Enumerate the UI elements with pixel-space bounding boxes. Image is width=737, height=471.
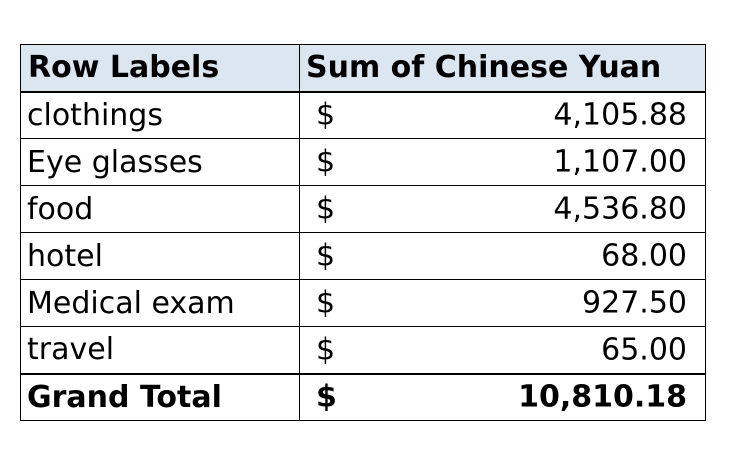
amount-value: 927.50 <box>582 285 687 321</box>
amount-value: 1,107.00 <box>553 144 687 180</box>
currency-symbol: $ <box>316 285 336 321</box>
amount-value: 4,536.80 <box>553 191 687 227</box>
currency-symbol: $ <box>316 332 336 368</box>
table-row: clothings $ 4,105.88 <box>20 91 706 139</box>
row-label-cell[interactable]: travel <box>20 326 300 374</box>
table-row: Eye glasses $ 1,107.00 <box>20 138 706 186</box>
row-label-cell[interactable]: food <box>20 185 300 233</box>
amount-value: 68.00 <box>601 238 687 274</box>
value-cell[interactable]: $ 68.00 <box>299 232 706 280</box>
value-cell[interactable]: $ 4,536.80 <box>299 185 706 233</box>
currency-symbol: $ <box>316 144 336 180</box>
amount-value: 65.00 <box>601 332 687 368</box>
row-label-cell[interactable]: Eye glasses <box>20 138 300 186</box>
grand-total-row: Grand Total $ 10,810.18 <box>20 372 706 421</box>
value-cell[interactable]: $ 65.00 <box>299 326 706 374</box>
value-cell[interactable]: $ 1,107.00 <box>299 138 706 186</box>
header-row: Row Labels Sum of Chinese Yuan <box>20 44 706 93</box>
value-cell[interactable]: $ 927.50 <box>299 279 706 327</box>
grand-total-value-cell[interactable]: $ 10,810.18 <box>299 372 706 421</box>
pivot-table: Row Labels Sum of Chinese Yuan clothings… <box>20 44 706 421</box>
amount-value: 4,105.88 <box>553 97 687 133</box>
grand-total-amount: 10,810.18 <box>518 379 687 415</box>
table-row: food $ 4,536.80 <box>20 185 706 233</box>
currency-symbol: $ <box>316 97 336 133</box>
table-row: Medical exam $ 927.50 <box>20 279 706 327</box>
sum-of-chinese-yuan-header[interactable]: Sum of Chinese Yuan <box>299 44 706 93</box>
row-label-cell[interactable]: Medical exam <box>20 279 300 327</box>
row-labels-header[interactable]: Row Labels <box>20 44 300 93</box>
row-label-cell[interactable]: hotel <box>20 232 300 280</box>
table-row: travel $ 65.00 <box>20 326 706 374</box>
currency-symbol: $ <box>316 191 336 227</box>
currency-symbol: $ <box>316 379 337 415</box>
currency-symbol: $ <box>316 238 336 274</box>
value-cell[interactable]: $ 4,105.88 <box>299 91 706 139</box>
grand-total-label[interactable]: Grand Total <box>20 372 300 421</box>
row-label-cell[interactable]: clothings <box>20 91 300 139</box>
table-row: hotel $ 68.00 <box>20 232 706 280</box>
